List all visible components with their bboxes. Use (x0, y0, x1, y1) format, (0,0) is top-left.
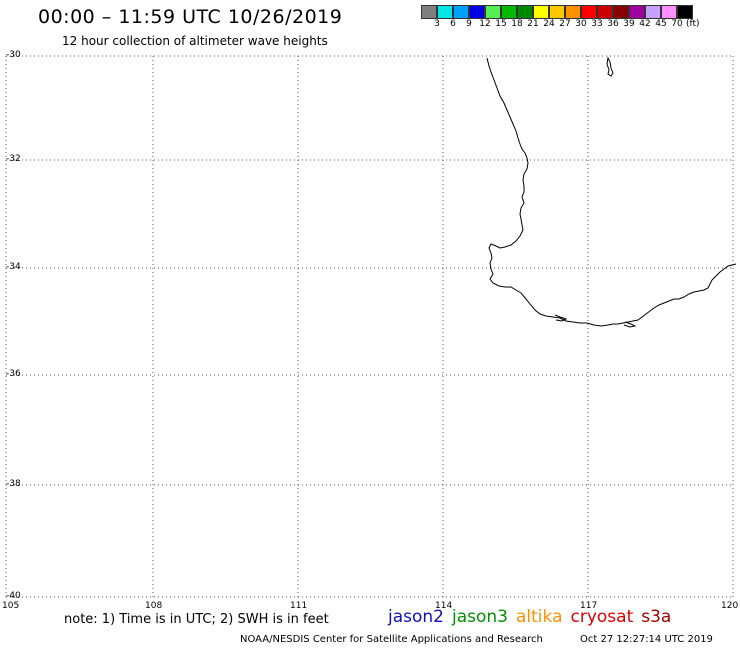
legend-tick-label: 39 (623, 19, 635, 29)
legend-swatches (421, 5, 700, 19)
legend-swatch (453, 5, 469, 19)
lat-label-32: -32 (6, 154, 21, 164)
lat-label-34: -34 (6, 262, 21, 272)
mission-label: jason3 (452, 607, 508, 627)
legend-swatch (469, 5, 485, 19)
legend-tick-label: 36 (607, 19, 619, 29)
legend-swatch (517, 5, 533, 19)
lat-lon-grid (5, 55, 734, 600)
legend-swatch (533, 5, 549, 19)
legend-tick-label: 12 (479, 19, 491, 29)
legend-swatch (645, 5, 661, 19)
map-title: 00:00 – 11:59 UTC 10/26/2019 (38, 6, 343, 28)
legend-swatch (501, 5, 517, 19)
legend-tick-label: 18 (511, 19, 523, 29)
lon-label-105: 105 (2, 601, 20, 611)
offshore-island (606, 56, 614, 77)
legend-tick-label: 70 (671, 19, 683, 29)
legend-swatch (677, 5, 693, 19)
credit-text: NOAA/NESDIS Center for Satellite Applica… (240, 634, 543, 645)
generated-timestamp: Oct 27 12:27:14 UTC 2019 (580, 634, 713, 645)
legend-tick-label: 21 (527, 19, 539, 29)
wave-height-legend: 3 6 9 12 15 18 21 24 27 30 33 36 39 42 45 70 (ft) (421, 5, 700, 29)
lon-label-111: 111 (290, 601, 308, 611)
units-note: note: 1) Time is in UTC; 2) SWH is in fe… (64, 612, 329, 627)
australia-southwest-coastline (486, 57, 737, 327)
map-subtitle: 12 hour collection of altimeter wave hei… (62, 34, 328, 48)
mission-label: altika (516, 607, 563, 627)
lat-label-38: -38 (6, 479, 21, 489)
legend-swatch (581, 5, 597, 19)
lat-label-36: -36 (6, 369, 21, 379)
legend-swatch (661, 5, 677, 19)
legend-swatch (437, 5, 453, 19)
legend-swatch (549, 5, 565, 19)
lon-label-117: 117 (580, 601, 598, 611)
mission-label: s3a (641, 607, 672, 627)
legend-swatch (565, 5, 581, 19)
legend-tick-label: 42 (639, 19, 651, 29)
coastal-inlet-east (623, 321, 637, 328)
legend-swatch (485, 5, 501, 19)
coastal-inlet (554, 314, 568, 322)
legend-tick-label: 24 (543, 19, 555, 29)
legend-tick-label: 9 (466, 19, 472, 29)
lat-label-30: -30 (6, 50, 21, 60)
lat-label-40: -40 (6, 591, 21, 601)
legend-tick-label: 27 (559, 19, 571, 29)
legend-ticks: 3 6 9 12 15 18 21 24 27 30 33 36 39 42 45 70 (ft) (421, 19, 700, 29)
legend-tick-label: 45 (655, 19, 667, 29)
legend-swatch (421, 5, 437, 19)
mission-label: cryosat (570, 607, 634, 627)
legend-tick-label: 6 (450, 19, 456, 29)
legend-swatch (597, 5, 613, 19)
legend-tick-label: 3 (434, 19, 440, 29)
lon-label-120: 120 (721, 601, 739, 611)
legend-tick-label: 30 (575, 19, 587, 29)
legend-swatch (613, 5, 629, 19)
legend-tick-label: 15 (495, 19, 507, 29)
legend-unit: (ft) (686, 19, 700, 29)
legend-swatch (629, 5, 645, 19)
lon-label-108: 108 (145, 601, 163, 611)
lon-label-114: 114 (435, 601, 453, 611)
mission-legend: jason2 jason3 altika cryosat s3a (388, 607, 679, 627)
mission-label: jason2 (388, 607, 444, 627)
legend-tick-label: 33 (591, 19, 603, 29)
